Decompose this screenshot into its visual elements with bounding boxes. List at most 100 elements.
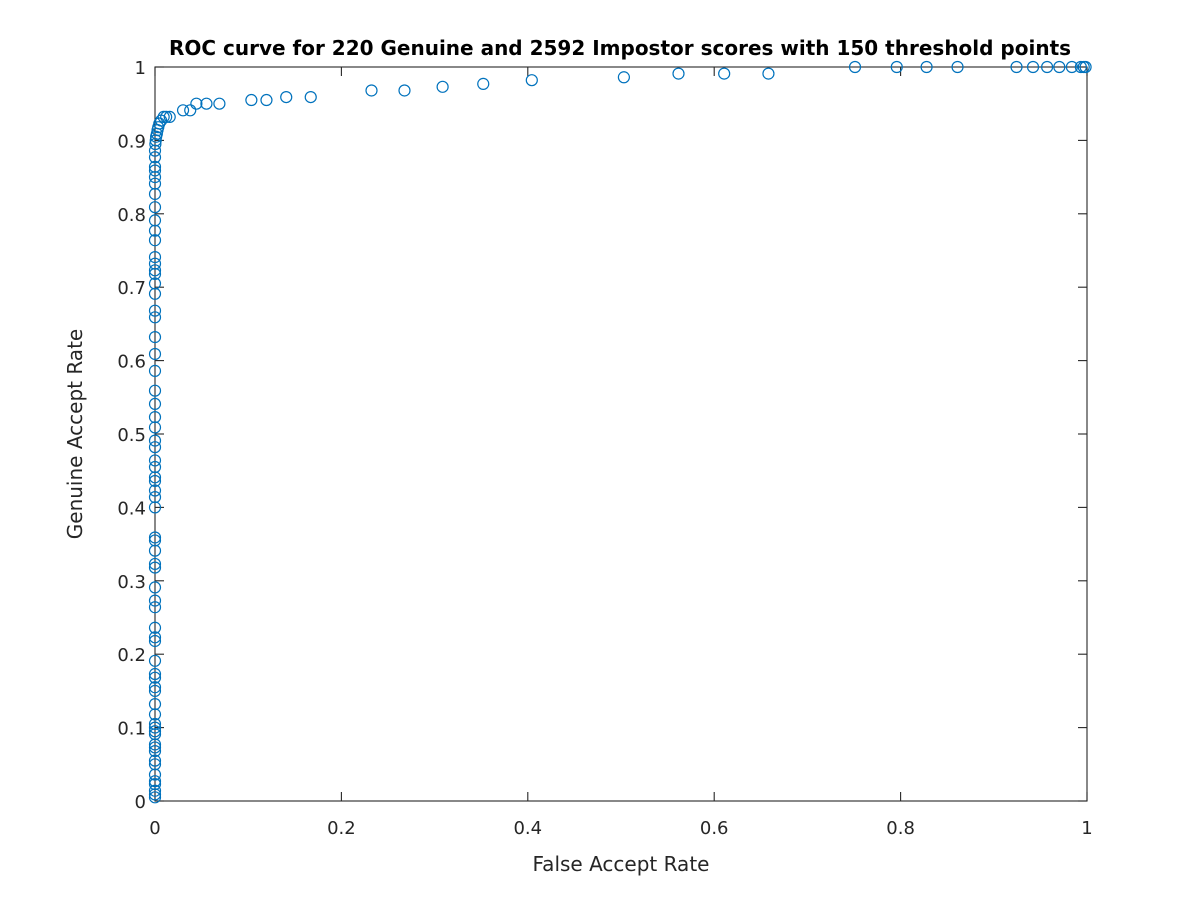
roc-data-point — [148, 534, 162, 547]
roc-data-point — [148, 631, 162, 644]
roc-data-point — [148, 411, 162, 424]
roc-data-point — [436, 80, 449, 93]
roc-data-point — [365, 84, 378, 97]
roc-data-point — [1074, 60, 1087, 74]
roc-data-point — [148, 287, 162, 300]
roc-data-point — [148, 784, 162, 797]
roc-data-point — [148, 744, 162, 758]
roc-data-point — [617, 71, 630, 84]
y-tick-label: 0.9 — [117, 131, 146, 152]
roc-data-point — [148, 684, 162, 698]
roc-data-point — [148, 671, 162, 684]
roc-data-point — [1010, 60, 1023, 74]
roc-data-point — [148, 788, 162, 801]
roc-data-point — [148, 257, 162, 270]
x-tick-label: 0 — [149, 818, 160, 839]
roc-data-point — [890, 60, 903, 74]
roc-data-point — [148, 634, 162, 648]
roc-data-point — [148, 698, 162, 711]
roc-data-point — [148, 721, 162, 734]
roc-data-point — [148, 728, 162, 741]
roc-data-point — [148, 561, 162, 574]
roc-data-point — [148, 234, 162, 247]
roc-data-point — [148, 621, 162, 634]
roc-data-point — [148, 544, 162, 557]
roc-data-point — [1065, 60, 1079, 74]
roc-data-point — [148, 160, 162, 173]
roc-data-point — [176, 104, 190, 117]
roc-data-point — [148, 421, 162, 434]
roc-data-point — [148, 347, 162, 361]
roc-data-point — [148, 264, 162, 277]
roc-data-point — [148, 304, 162, 317]
roc-data-point — [190, 97, 203, 110]
roc-data-point — [148, 778, 162, 791]
x-tick-label: 0.2 — [327, 818, 356, 839]
roc-data-point — [148, 654, 162, 667]
roc-data-point — [148, 708, 162, 721]
roc-data-point — [148, 171, 162, 184]
roc-data-point — [148, 434, 162, 447]
x-axis-label: False Accept Rate — [533, 852, 710, 876]
y-tick-label: 0.1 — [117, 719, 146, 740]
roc-data-point — [951, 60, 964, 74]
chart-title: ROC curve for 220 Genuine and 2592 Impos… — [169, 36, 1071, 60]
roc-data-point — [148, 454, 162, 467]
roc-data-point — [148, 667, 162, 681]
roc-data-point — [148, 531, 162, 544]
y-tick-label: 0.5 — [117, 425, 146, 446]
roc-data-point — [160, 110, 173, 124]
roc-data-point — [148, 187, 162, 201]
roc-data-point — [148, 384, 162, 397]
roc-data-point — [718, 67, 731, 80]
roc-data-point — [148, 557, 162, 571]
roc-data-point — [672, 67, 685, 80]
roc-data-point — [148, 331, 162, 344]
y-axis-label: Genuine Accept Rate — [63, 329, 87, 539]
roc-data-point — [148, 681, 162, 694]
roc-data-point — [148, 471, 162, 484]
y-tick-label: 0.4 — [117, 498, 146, 519]
roc-data-point — [148, 397, 162, 411]
roc-data-point — [148, 791, 162, 804]
roc-data-point — [398, 84, 411, 97]
roc-data-point — [148, 738, 162, 751]
roc-data-point — [148, 501, 162, 514]
roc-data-point — [245, 93, 258, 107]
roc-data-point — [148, 214, 162, 227]
x-tick-label: 0.4 — [513, 818, 542, 839]
roc-data-point — [260, 93, 273, 107]
x-tick-label: 1 — [1081, 818, 1092, 839]
roc-data-point — [920, 60, 933, 74]
roc-data-point — [148, 144, 162, 157]
roc-data-point — [148, 594, 162, 607]
roc-data-point — [477, 77, 490, 90]
roc-data-point — [148, 601, 162, 614]
y-tick-label: 0.2 — [117, 645, 146, 666]
roc-data-point — [148, 177, 162, 190]
roc-data-point — [1026, 60, 1040, 74]
roc-data-point — [848, 60, 862, 74]
data-points — [148, 60, 1092, 804]
roc-data-point — [1041, 60, 1054, 74]
roc-data-point — [148, 311, 162, 324]
roc-data-point — [200, 97, 213, 110]
roc-data-point — [148, 267, 162, 281]
y-tick-label: 0.3 — [117, 572, 146, 593]
roc-data-point — [148, 484, 162, 497]
plot-frame — [154, 66, 1088, 802]
roc-data-point — [148, 224, 162, 237]
roc-data-point — [148, 775, 162, 788]
y-tick-label: 0 — [135, 792, 146, 813]
roc-data-point — [148, 717, 162, 731]
roc-data-point — [1053, 60, 1066, 74]
roc-data-point — [148, 474, 162, 488]
y-tick-label: 0.6 — [117, 352, 146, 373]
roc-data-point — [153, 117, 166, 130]
roc-data-point — [1079, 60, 1092, 74]
roc-data-point — [148, 277, 162, 290]
y-tick-label: 0.8 — [117, 205, 146, 226]
roc-data-point — [213, 97, 226, 110]
roc-data-point — [148, 441, 162, 454]
